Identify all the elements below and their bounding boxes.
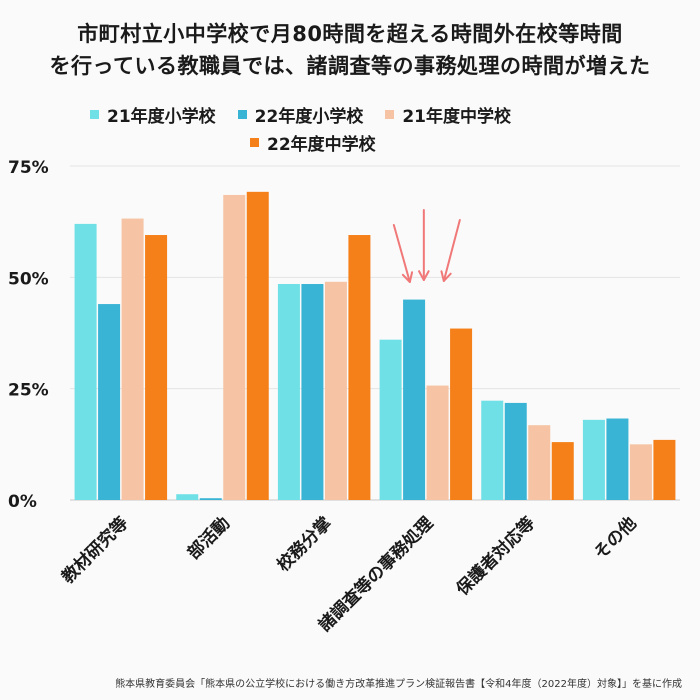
bar <box>551 442 574 500</box>
x-tick-label: 部活動 <box>183 513 234 564</box>
bar <box>450 328 473 500</box>
highlight-arrowhead <box>401 271 414 283</box>
x-tick-label: 校務分掌 <box>273 513 336 576</box>
bar <box>528 425 551 500</box>
title-line-2: を行っている教職員では、諸調査等の事務処理の時間が増えた <box>49 54 651 78</box>
bar <box>504 402 527 500</box>
bar <box>74 223 97 501</box>
bar <box>403 299 426 500</box>
bar <box>223 194 246 501</box>
y-tick-label: 0% <box>8 492 37 512</box>
y-tick-label: 25% <box>8 381 49 401</box>
legend-swatch <box>90 109 99 119</box>
legend-label: 22年度小学校 <box>254 106 364 127</box>
bar <box>277 284 300 500</box>
bar <box>199 498 222 500</box>
bar <box>246 191 269 500</box>
y-tick-label: 50% <box>8 269 49 289</box>
x-tick-label: 諸調査等の事務処理 <box>314 513 437 636</box>
highlight-arrow <box>392 224 411 283</box>
bar <box>629 444 652 500</box>
bar <box>176 494 199 500</box>
x-tick-label: 保護者対応等 <box>451 513 539 601</box>
bar <box>582 419 605 500</box>
highlight-arrow <box>442 219 461 282</box>
legend-swatch <box>237 109 247 119</box>
legend-label: 22年度中学校 <box>267 134 376 155</box>
x-tick-label: その他 <box>590 513 641 564</box>
legend-label: 21年度小学校 <box>107 106 216 127</box>
bar <box>324 281 347 500</box>
y-tick-label: 75% <box>8 158 49 178</box>
bar <box>98 304 121 500</box>
source-note: 熊本県教育委員会「熊本県の公立学校における働き方改革推進プラン検証報告書【令和4… <box>115 679 682 690</box>
legend-item-22-elementary: 22年度小学校 <box>237 102 364 127</box>
x-tick-label: 教材研究等 <box>57 513 133 589</box>
legend-label: 21年度中学校 <box>402 106 512 127</box>
highlight-arrowhead <box>440 270 452 282</box>
legend-swatch <box>250 137 259 147</box>
legend: 21年度小学校 22年度小学校 21年度中学校 22年度中学校 <box>90 100 650 156</box>
bar <box>426 385 449 500</box>
highlight-arrowhead <box>418 270 430 281</box>
bar <box>121 218 144 501</box>
legend-item-22-junior-high: 22年度中学校 <box>250 130 376 155</box>
bar <box>379 339 402 500</box>
bar <box>653 439 676 500</box>
chart-title: 市町村立小中学校で月80時間を超える時間外在校等時間 を行っている教職員では、諸… <box>0 18 700 82</box>
bar <box>348 235 371 500</box>
legend-item-21-elementary: 21年度小学校 <box>90 102 216 127</box>
bar <box>301 284 324 500</box>
title-line-1: 市町村立小中学校で月80時間を超える時間外在校等時間 <box>77 22 623 46</box>
bar <box>606 418 629 500</box>
bar <box>145 235 168 500</box>
legend-swatch <box>385 109 395 119</box>
legend-item-21-junior-high: 21年度中学校 <box>385 102 511 127</box>
bar <box>481 400 504 500</box>
